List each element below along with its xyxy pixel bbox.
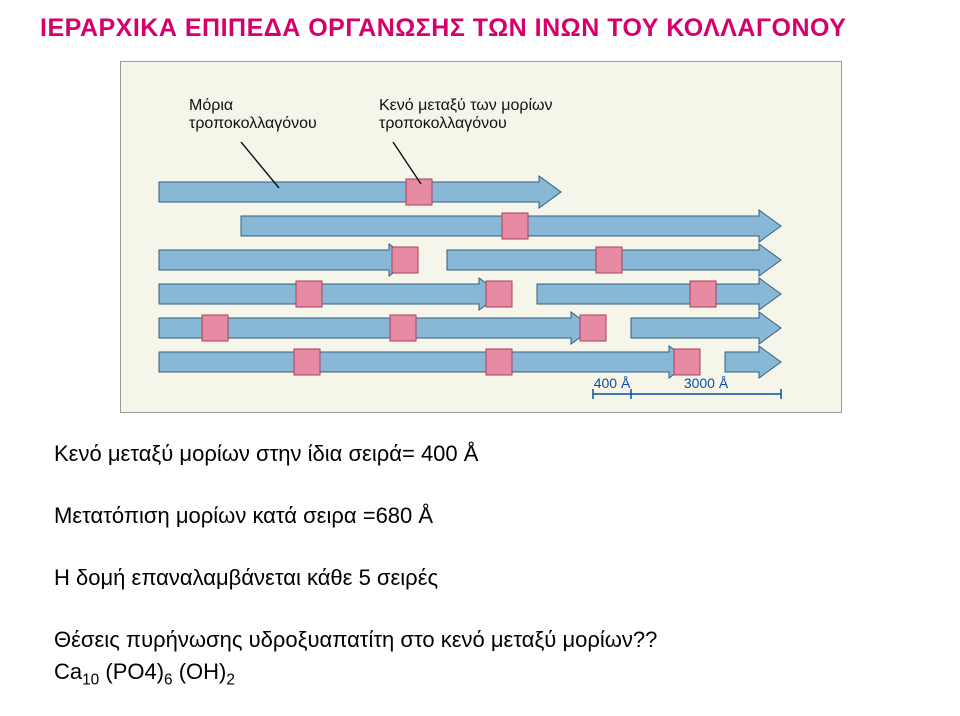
gap-square (596, 247, 622, 273)
gap-square (294, 349, 320, 375)
tropocollagen-arrow (631, 312, 781, 344)
tropocollagen-arrow (159, 278, 501, 310)
page-title: ΙΕΡΑΡΧΙΚΑ ΕΠΙΠΕΔΑ ΟΡΓΑΝΩΣΗΣ ΤΩΝ ΙΝΩΝ ΤΟΥ… (40, 14, 920, 43)
displacement-text: Μετατόπιση μορίων κατά σειρα =680 Å (40, 500, 920, 532)
label-molecules: Μόριατροποκολλαγόνου (189, 97, 317, 132)
label-gap: Κενό μεταξύ των μορίωντροποκολλαγόνου (379, 97, 553, 132)
figure-container: Μόριατροποκολλαγόνου Κενό μεταξύ των μορί… (120, 61, 840, 418)
gap-square (390, 315, 416, 341)
gap-square (296, 281, 322, 307)
gap-square (502, 213, 528, 239)
repeat-text: Η δομή επαναλαμβάνεται κάθε 5 σειρές (40, 562, 920, 594)
gap-square (486, 349, 512, 375)
scalebar-label: 3000 Å (684, 375, 729, 391)
nucleation-text: Θέσεις πυρήνωσης υδροξυαπατίτη στο κενό … (40, 624, 920, 692)
leader-line (393, 142, 421, 184)
gap-square (406, 179, 432, 205)
gap-square (580, 315, 606, 341)
tropocollagen-arrow (159, 176, 561, 208)
tropocollagen-arrow (159, 346, 691, 378)
gap-square (202, 315, 228, 341)
tropocollagen-arrow (537, 278, 781, 310)
scalebar-label: 400 Å (594, 375, 631, 391)
gap-same-row-text: Κενό μεταξύ μορίων στην ίδια σειρά= 400 … (40, 438, 920, 470)
gap-square (674, 349, 700, 375)
collagen-diagram: Μόριατροποκολλαγόνου Κενό μεταξύ των μορί… (120, 61, 842, 413)
leader-line (241, 142, 279, 188)
gap-square (486, 281, 512, 307)
tropocollagen-arrow (159, 244, 411, 276)
gap-square (392, 247, 418, 273)
tropocollagen-arrow (725, 346, 781, 378)
gap-square (690, 281, 716, 307)
nucleation-line: Θέσεις πυρήνωσης υδροξυαπατίτη στο κενό … (54, 627, 657, 652)
hydroxyapatite-formula: Ca10 (PO4)6 (OH)2 (54, 659, 235, 684)
